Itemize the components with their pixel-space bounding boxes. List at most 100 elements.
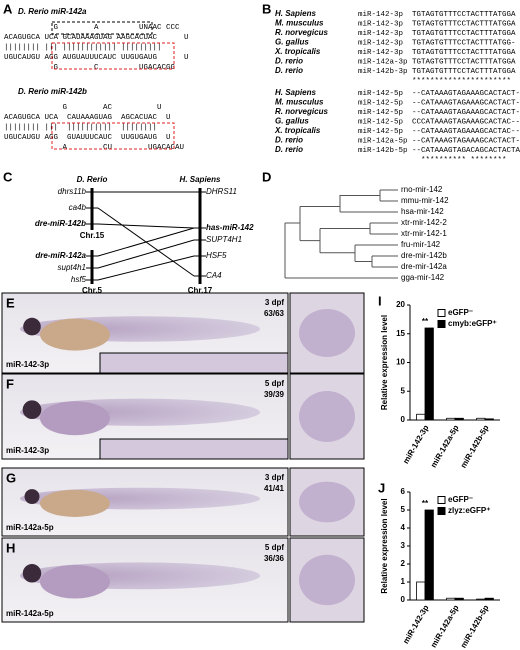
- probe: miR-142-3p: [6, 360, 49, 369]
- panel-letter: D: [262, 169, 271, 184]
- x-tick-label: miR-142a-5p: [429, 603, 461, 649]
- yolk: [40, 318, 110, 351]
- y-tick-label: 15: [396, 329, 405, 338]
- bar: [446, 597, 456, 601]
- bar: [484, 418, 494, 421]
- title: D. Rerio miR-142b: [18, 87, 87, 96]
- leaf-label: fru-mir-142: [401, 240, 441, 249]
- gene-label: dre-miR-142a: [35, 251, 86, 260]
- panel-letter: G: [6, 470, 16, 485]
- annotation: **: [422, 317, 429, 326]
- panel-letter: C: [3, 169, 13, 184]
- species: D. rerio: [275, 136, 303, 145]
- mirna-name: miR-142-3p: [358, 11, 403, 19]
- eye: [24, 489, 40, 505]
- title: D. Rerio: [77, 175, 108, 184]
- bar: [424, 327, 434, 421]
- eye: [22, 400, 42, 420]
- x-tick-label: miR-142-3p: [401, 423, 430, 465]
- species: R. norvegicus: [275, 107, 328, 116]
- annotation: **: [422, 499, 429, 508]
- legend-label: zlyz:eGFP⁺: [448, 506, 490, 515]
- gene-label: DHRS11: [206, 187, 237, 196]
- species: D. rerio: [275, 66, 303, 75]
- mirna-name: miR-142a-3p: [358, 58, 408, 66]
- panel-letter: J: [378, 480, 385, 495]
- species: G. gallus: [275, 117, 309, 126]
- probe: miR-142a-5p: [6, 523, 54, 532]
- sequence: --CATAAAGTAGAAAGCACTACT-: [412, 109, 520, 117]
- bar: [454, 417, 464, 421]
- sequence: TGTAGTGTTTCCTACTTTATGGA: [412, 49, 516, 57]
- gene-label: HSF5: [206, 251, 227, 260]
- sequence: --CATAAAGTAGAAAGCACTACT-: [412, 99, 520, 107]
- bar: [476, 417, 486, 421]
- bar: [446, 417, 456, 421]
- probe: miR-142a-5p: [6, 609, 54, 618]
- bar: [416, 581, 426, 601]
- ratio: 39/39: [264, 390, 285, 399]
- species: D. rerio: [275, 145, 303, 154]
- mirna-name: miR-142b-5p: [358, 147, 408, 155]
- eye: [23, 317, 41, 336]
- x-tick-label: miR-142a-5p: [429, 423, 461, 469]
- mirna-name: miR-142-3p: [358, 49, 403, 57]
- sequence-line: |||||||| ||| |||||||||||| |||||||||: [4, 44, 162, 52]
- y-tick-label: 5: [401, 386, 406, 395]
- leaf-label: xtr-mir-142-2: [401, 218, 447, 227]
- sequence-line: G AC U: [4, 104, 162, 112]
- sequence-line: A CU UGACACAU: [4, 144, 184, 152]
- species: H. Sapiens: [275, 88, 316, 97]
- species: G. gallus: [275, 38, 309, 47]
- sequence: --CATAAAGTAGAAAGCACTACT-: [412, 137, 520, 145]
- sequence-line: UGUCAUGU AGG AUGUAUUUCAUC UUGUGAUG U: [4, 54, 189, 62]
- leaf-label: rno-mir-142: [401, 185, 443, 194]
- legend-swatch: [437, 309, 446, 317]
- species: D. rerio: [275, 57, 303, 66]
- title: D. Rerio miR-142a: [18, 7, 87, 16]
- mirna-name: miR-142-5p: [358, 109, 403, 117]
- zoom-inset: [99, 352, 289, 374]
- probe: miR-142-3p: [6, 446, 49, 455]
- legend-swatch: [437, 507, 446, 515]
- ratio: 36/36: [264, 554, 285, 563]
- inset-tissue: [299, 554, 355, 606]
- yolk: [40, 564, 110, 599]
- line: [97, 239, 195, 269]
- panel-letter: H: [6, 540, 15, 555]
- inset-tissue: [299, 391, 355, 442]
- species: R. norvegicus: [275, 28, 328, 37]
- leaf-label: gga-mir-142: [401, 273, 445, 282]
- inset-tissue: [299, 481, 355, 523]
- ratio: 63/63: [264, 309, 285, 318]
- species: X. tropicalis: [274, 126, 321, 135]
- y-tick-label: 2: [401, 559, 406, 568]
- sequence-line: G A UNAAC CCC: [4, 24, 180, 32]
- gene-label: SUPT4H1: [206, 235, 242, 244]
- bar: [424, 509, 434, 601]
- gene-label: CA4: [206, 271, 222, 280]
- mirna-name: miR-142-3p: [358, 39, 403, 47]
- leaf-label: mmu-mir-142: [401, 196, 449, 205]
- leaf-label: xtr-mir-142-1: [401, 229, 447, 238]
- gene-label: ca4b: [69, 203, 87, 212]
- bar: [484, 597, 494, 601]
- mirna-name: miR-142-3p: [358, 30, 403, 38]
- y-tick-label: 0: [401, 415, 406, 424]
- species: M. musculus: [275, 98, 324, 107]
- gene-label: dhrs11b: [58, 187, 87, 196]
- y-tick-label: 6: [401, 487, 406, 496]
- mirna-name: miR-142b-3p: [358, 68, 408, 76]
- leaf-label: hsa-mir-142: [401, 207, 444, 216]
- sequence-line: |||||||| ||| |||||||||| ||||||||: [4, 124, 157, 132]
- y-tick-label: 4: [401, 523, 406, 532]
- sequence: TGTAGTGTTTCCTACTTTATGGA: [412, 68, 516, 76]
- leaf-label: dre-mir-142a: [401, 262, 447, 271]
- sequence: CCCATAAAGTAGAAAGCACTAC--: [412, 118, 520, 126]
- sequence: TGTAGTGTTTCCTACTTTATGGA: [412, 58, 516, 66]
- legend-label: eGFP⁻: [448, 308, 473, 317]
- chromosome-label: Chr.17: [188, 286, 213, 295]
- y-tick-label: 5: [401, 505, 406, 514]
- species: X. tropicalis: [274, 47, 321, 56]
